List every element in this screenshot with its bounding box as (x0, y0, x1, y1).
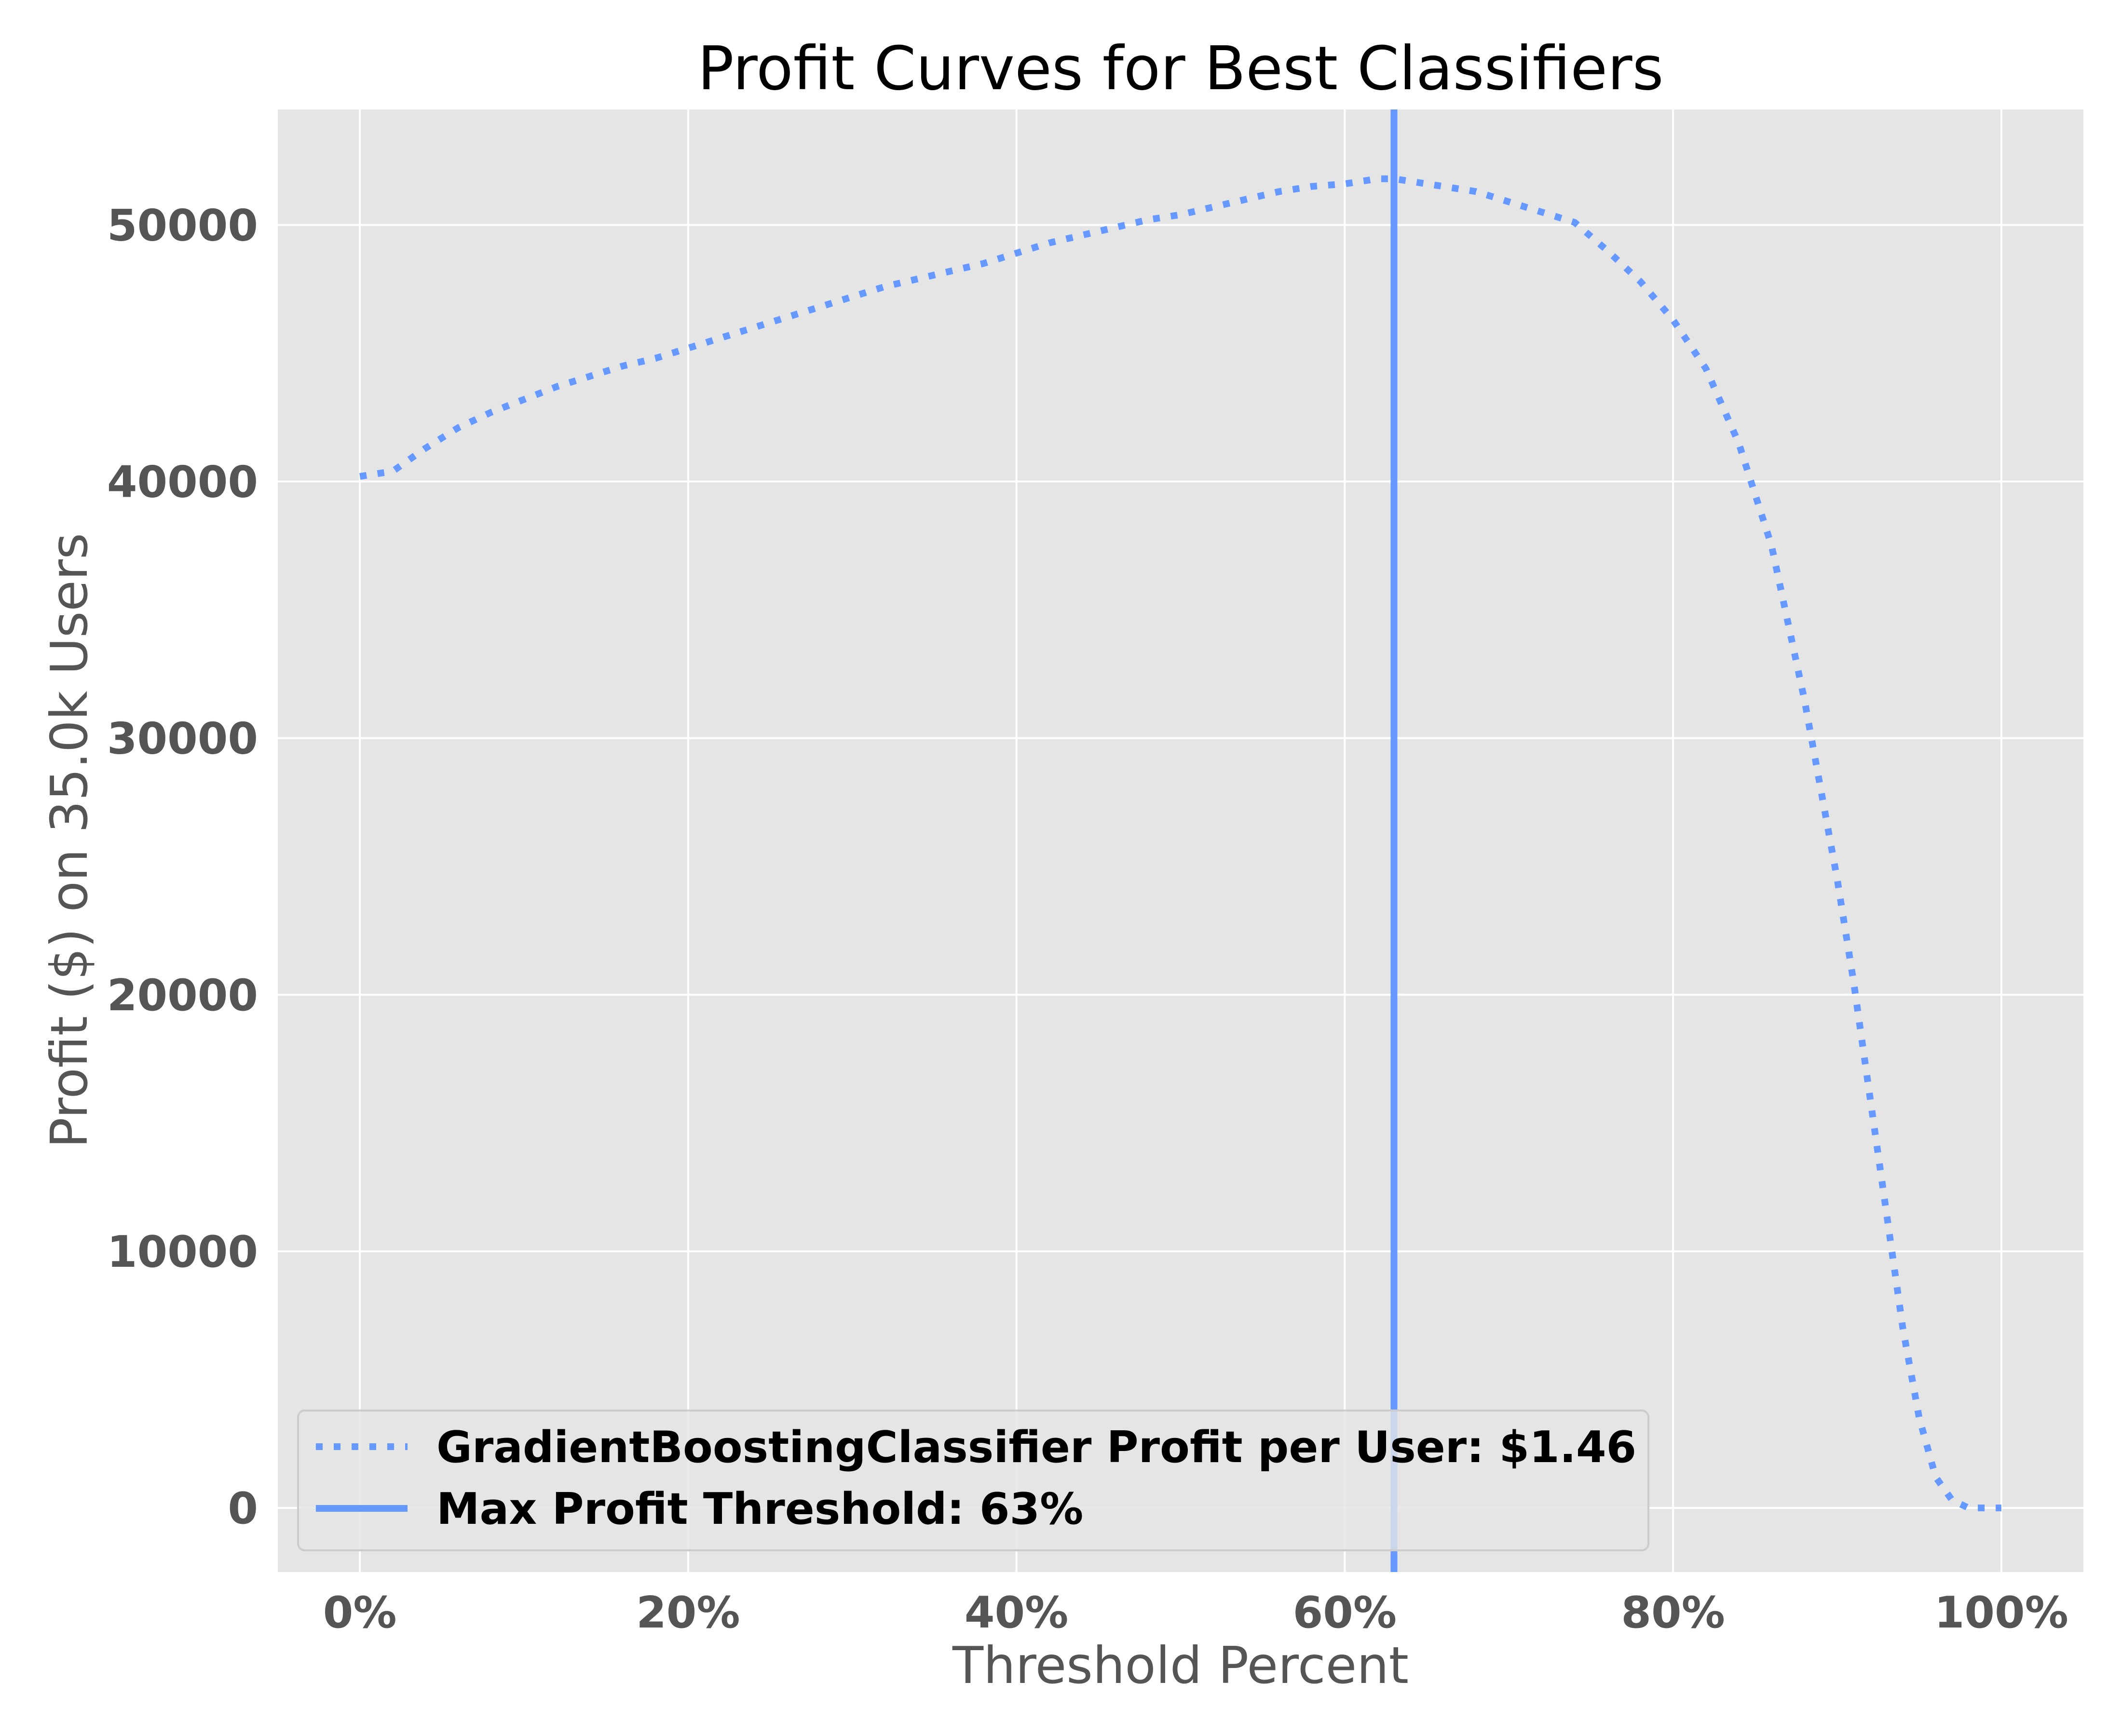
y-tick-label: 20000 (107, 970, 258, 1021)
legend-label-profit-curve: GradientBoostingClassifier Profit per Us… (436, 1422, 1636, 1473)
x-tick-label: 40% (965, 1587, 1068, 1638)
x-tick-label: 100% (1934, 1587, 2068, 1638)
x-tick-labels: 0% 20% 40% 60% 80% 100% (323, 1587, 2068, 1638)
legend: GradientBoostingClassifier Profit per Us… (297, 1410, 1649, 1551)
legend-box (297, 1410, 1649, 1551)
series-layer (359, 175, 2001, 1511)
y-axis-label: Profit ($) on 35.0k Users (40, 533, 99, 1148)
y-tick-labels: 0 10000 20000 30000 40000 50000 (107, 200, 258, 1534)
plot-area (278, 109, 2083, 1572)
y-tick-label: 40000 (107, 457, 258, 508)
x-axis-label: Threshold Percent (952, 1636, 1409, 1695)
chart-title: Profit Curves for Best Classifiers (697, 34, 1663, 104)
grid-lines (278, 109, 2083, 1572)
y-tick-label: 30000 (107, 714, 258, 764)
y-tick-label: 50000 (107, 200, 258, 251)
y-tick-label: 0 (228, 1483, 258, 1534)
x-tick-label: 80% (1621, 1587, 1725, 1638)
x-tick-label: 20% (636, 1587, 740, 1638)
legend-label-max-profit-threshold: Max Profit Threshold: 63% (436, 1484, 1083, 1534)
profit-curve-line (359, 175, 2001, 1511)
x-tick-label: 60% (1293, 1587, 1397, 1638)
y-tick-label: 10000 (107, 1227, 258, 1277)
x-tick-label: 0% (323, 1587, 397, 1638)
